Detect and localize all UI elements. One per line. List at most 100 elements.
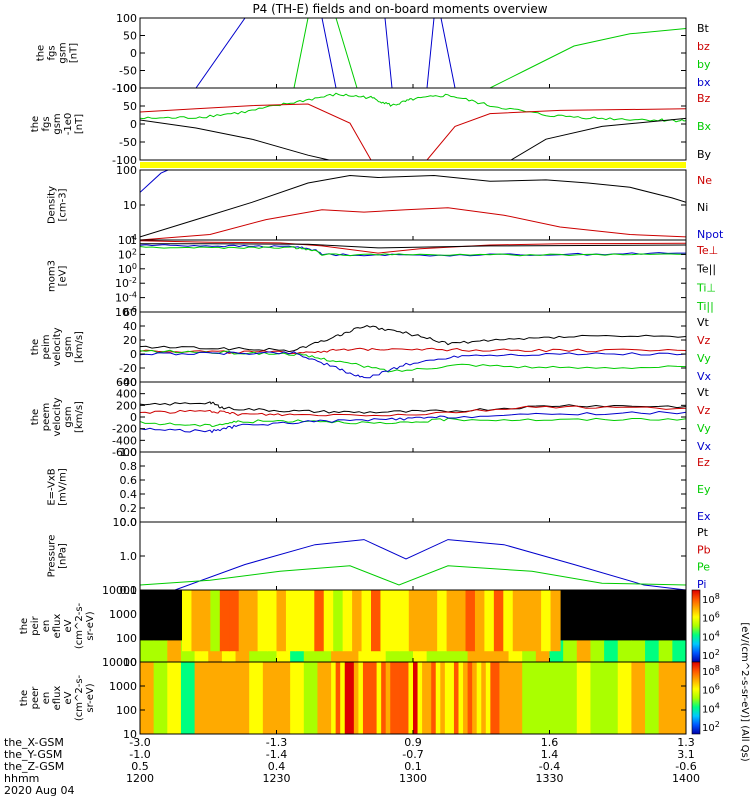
spectrogram-cell: [617, 662, 632, 734]
y-axis-label-line: (cm^2-s-: [74, 674, 85, 721]
y-axis: 100 50 0 -50 -100: [112, 12, 686, 95]
x-axis-value: 1300: [399, 772, 427, 785]
spectrogram-cell: [295, 590, 306, 652]
spectrogram-cell: [658, 640, 673, 662]
spectrogram-cell: [485, 662, 491, 734]
spectrogram-cell: [449, 662, 455, 734]
spectrogram-cell: [563, 640, 578, 662]
spectrogram-cell: [262, 662, 278, 734]
spectrogram-cell: [210, 590, 221, 652]
spectrogram-cell: [235, 662, 250, 734]
legend-entry: by: [697, 58, 711, 71]
series-line: [140, 401, 686, 414]
series-group: [140, 170, 686, 240]
y-tick-label: 100: [116, 704, 137, 717]
legend: Pt Pb Pe Pi: [697, 526, 711, 591]
colorbar: [691, 589, 701, 663]
spectrogram-cell: [167, 640, 182, 662]
spectrogram-cell: [467, 662, 473, 734]
y-axis-label-line: Density: [47, 186, 58, 224]
spectrogram-cell: [417, 662, 423, 734]
spectrogram-cell: [248, 590, 259, 652]
spectrogram-cell: [381, 662, 387, 734]
spectrogram-cell: [531, 590, 542, 652]
y-tick-label: 104: [118, 233, 137, 247]
y-tick-label: 0: [130, 348, 137, 361]
y-tick-label: 20: [123, 334, 137, 347]
spectrogram-cell: [335, 662, 341, 734]
spectrogram-cell: [465, 590, 476, 652]
y-tick-label: 0.6: [120, 474, 138, 487]
legend-entry: Ne: [697, 174, 712, 187]
legend-entry: Ti||: [696, 300, 714, 313]
spectrogram-band: [182, 590, 561, 652]
y-axis-label-line: velocity: [52, 327, 63, 366]
spectrogram-cell: [631, 640, 646, 662]
y-tick-label: 100: [118, 262, 137, 276]
legend-entry: Pe: [697, 561, 710, 574]
y-axis: 10.0 1.0 0.1: [113, 516, 686, 597]
spectrogram-cell: [435, 662, 441, 734]
spectrogram-cell: [140, 662, 155, 734]
spectrogram-cell: [645, 662, 660, 734]
spectrogram-cell: [358, 662, 364, 734]
panel-peir_spec: 108 106 104 102 10000 1000 100 10 the peir en eflux…: [19, 584, 720, 669]
spectrogram-cell: [331, 662, 337, 734]
series-group: [140, 92, 686, 160]
spectrogram-band: [322, 662, 505, 734]
y-tick-label: 400: [116, 388, 137, 401]
x-axis-value: 1.6: [541, 736, 559, 749]
spectrogram-cell: [472, 662, 478, 734]
colorbar-tick-label: 108: [702, 592, 720, 606]
y-axis-label-line: [nPa]: [58, 543, 69, 569]
spectrogram-cell: [426, 662, 432, 734]
y-tick-label: -20: [119, 362, 137, 375]
y-axis-label: the peim velocity gsm [km/s]: [30, 327, 85, 366]
spectrogram-cell: [446, 590, 457, 652]
y-axis-label-line: sr-eV): [85, 683, 96, 712]
y-tick-label: 0.8: [120, 460, 138, 473]
legend-entry: Vt: [697, 386, 710, 399]
spectrogram-cell: [276, 590, 287, 652]
colorbar-tick-label: 102: [702, 648, 720, 662]
spectrogram-cell: [371, 590, 382, 652]
y-axis-label-line: gsm: [63, 406, 74, 427]
spectrogram-cell: [499, 662, 505, 734]
spectrogram: [140, 662, 686, 734]
series-line: [140, 243, 686, 249]
y-tick-label: 0.2: [120, 502, 138, 515]
legend-entry: Pi: [697, 578, 706, 591]
spectrogram-cell: [631, 662, 646, 734]
x-axis-date: 2020 Aug 04: [4, 784, 74, 797]
y-axis-label-line: eflux: [52, 686, 63, 711]
y-tick-label: 10.0: [113, 516, 138, 529]
y-axis-label-line: en: [41, 620, 52, 633]
spectrogram-cell: [167, 662, 182, 734]
y-axis: 100 50 0 -50 -100: [112, 82, 686, 167]
spectrogram-cell: [140, 640, 155, 662]
spectrogram-cell: [590, 640, 605, 662]
y-axis-label-line: gsm: [52, 113, 63, 134]
colorbar-tick-label: 104: [702, 701, 720, 715]
legend-entry: Vz: [697, 404, 711, 417]
spectrogram-cell: [672, 662, 686, 734]
series-line: [293, 18, 686, 88]
y-tick-label: 1000: [109, 608, 137, 621]
spectrogram-cell: [340, 662, 346, 734]
x-axis-value: 1.4: [541, 748, 559, 761]
y-axis-label-line: [nT]: [74, 114, 85, 134]
spectrogram-cell: [512, 590, 523, 652]
colorbar-tick-label: 102: [702, 720, 720, 734]
legend-entry: Vz: [697, 334, 711, 347]
spectrogram-cell: [333, 590, 344, 652]
spectrogram-cell: [372, 662, 378, 734]
spectrogram-cell: [257, 590, 268, 652]
legend: Ez Ey Ex: [697, 456, 711, 523]
y-axis: 100 10 1: [116, 164, 686, 247]
spectrogram-cell: [180, 662, 196, 734]
spectrogram-cell: [427, 590, 438, 652]
panel-frame: [139, 381, 687, 453]
x-axis-row-label: the_Z-GSM: [4, 760, 64, 773]
x-axis-row-label: hhmm: [4, 772, 39, 785]
